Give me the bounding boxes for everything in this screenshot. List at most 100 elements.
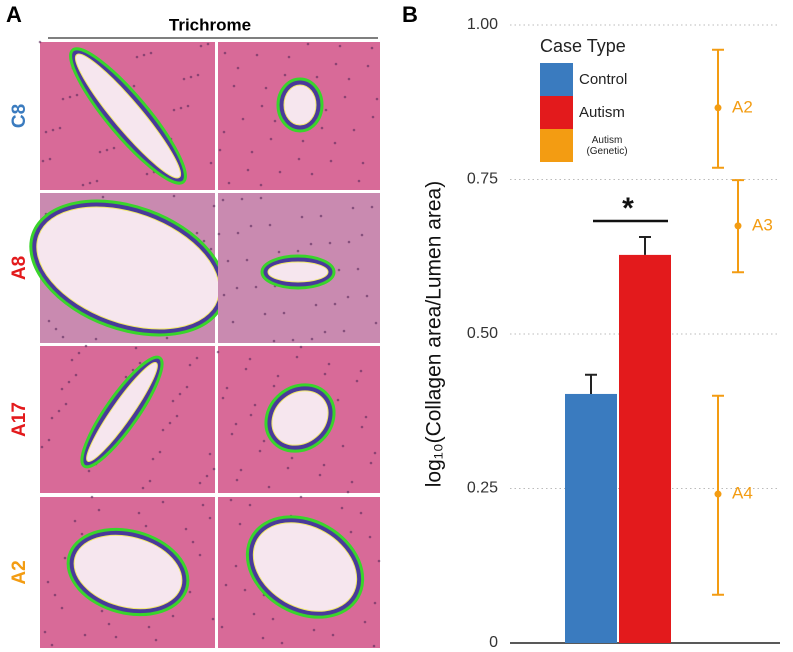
nucleus bbox=[206, 42, 210, 46]
nucleus bbox=[254, 285, 258, 289]
error-bar bbox=[639, 235, 651, 255]
nucleus bbox=[195, 356, 199, 360]
nucleus bbox=[64, 402, 68, 406]
nucleus bbox=[142, 53, 146, 57]
nucleus bbox=[272, 339, 276, 343]
point-label: A2 bbox=[732, 97, 753, 116]
nucleus bbox=[296, 249, 300, 253]
y-tick-label: 0.75 bbox=[467, 171, 498, 188]
nucleus bbox=[63, 556, 67, 560]
nucleus bbox=[112, 146, 116, 150]
nucleus bbox=[46, 580, 50, 584]
nucleus bbox=[361, 161, 365, 165]
nucleus bbox=[138, 361, 142, 365]
row-label: A8 bbox=[9, 256, 30, 280]
nucleus bbox=[198, 553, 202, 557]
nucleus bbox=[347, 77, 351, 81]
nucleus bbox=[371, 115, 375, 119]
y-tick-label: 0.50 bbox=[467, 325, 498, 342]
row-label: A17 bbox=[9, 402, 30, 437]
nucleus bbox=[372, 644, 376, 648]
nucleus bbox=[322, 463, 326, 467]
nucleus bbox=[171, 399, 175, 403]
nucleus bbox=[232, 84, 236, 88]
nucleus bbox=[95, 179, 99, 183]
nucleus bbox=[175, 414, 179, 418]
nucleus bbox=[286, 466, 290, 470]
nucleus bbox=[369, 461, 373, 465]
y-tick-label: 0 bbox=[489, 634, 498, 651]
nucleus bbox=[97, 508, 101, 512]
legend-label: Autism bbox=[579, 104, 625, 121]
nucleus bbox=[201, 503, 205, 507]
nucleus bbox=[227, 181, 231, 185]
nucleus bbox=[172, 108, 176, 112]
nucleus bbox=[315, 75, 319, 79]
nucleus bbox=[235, 478, 239, 482]
lumen bbox=[271, 390, 329, 446]
nucleus bbox=[168, 421, 172, 425]
nucleus bbox=[261, 636, 265, 640]
nucleus bbox=[236, 66, 240, 70]
nucleus bbox=[259, 196, 263, 200]
nucleus bbox=[331, 633, 335, 637]
nucleus bbox=[208, 516, 212, 520]
nucleus bbox=[220, 625, 224, 629]
nucleus bbox=[365, 294, 369, 298]
nucleus bbox=[234, 422, 238, 426]
nucleus bbox=[373, 601, 377, 605]
panel-label: B bbox=[402, 2, 418, 27]
nucleus bbox=[342, 329, 346, 333]
micrograph bbox=[218, 42, 380, 190]
nucleus bbox=[263, 312, 267, 316]
nucleus bbox=[278, 170, 282, 174]
nucleus bbox=[236, 231, 240, 235]
nucleus bbox=[283, 73, 287, 77]
nucleus bbox=[268, 223, 272, 227]
nucleus bbox=[131, 368, 135, 372]
nucleus bbox=[246, 168, 250, 172]
nucleus bbox=[221, 396, 225, 400]
nucleus bbox=[40, 445, 44, 449]
nucleus bbox=[101, 195, 105, 199]
nucleus bbox=[209, 161, 213, 165]
nucleus bbox=[57, 409, 61, 413]
nucleus bbox=[346, 490, 350, 494]
nucleus bbox=[223, 51, 227, 55]
nucleus bbox=[287, 55, 291, 59]
nucleus bbox=[333, 141, 337, 145]
nucleus bbox=[299, 345, 303, 349]
nucleus bbox=[161, 428, 165, 432]
nucleus bbox=[258, 449, 262, 453]
nucleus bbox=[61, 335, 65, 339]
nucleus bbox=[299, 495, 303, 499]
nucleus bbox=[349, 530, 353, 534]
point-label: A3 bbox=[752, 215, 773, 234]
lumen bbox=[74, 53, 182, 179]
nucleus bbox=[41, 159, 45, 163]
nucleus bbox=[290, 456, 294, 460]
nucleus bbox=[346, 295, 350, 299]
mean-point bbox=[714, 104, 722, 112]
nucleus bbox=[81, 183, 85, 187]
nucleus bbox=[357, 179, 361, 183]
nucleus bbox=[355, 379, 359, 383]
nucleus bbox=[38, 40, 42, 44]
nucleus bbox=[198, 481, 202, 485]
lumen bbox=[283, 84, 317, 126]
nucleus bbox=[158, 450, 162, 454]
nucleus bbox=[239, 468, 243, 472]
nucleus bbox=[70, 358, 74, 362]
bar bbox=[619, 254, 671, 643]
nucleus bbox=[262, 439, 266, 443]
nucleus bbox=[226, 259, 230, 263]
nucleus bbox=[221, 198, 225, 202]
nucleus bbox=[318, 473, 322, 477]
nucleus bbox=[48, 157, 52, 161]
nucleus bbox=[231, 320, 235, 324]
nucleus bbox=[377, 559, 381, 563]
nucleus bbox=[323, 330, 327, 334]
mean-point bbox=[714, 490, 722, 498]
nucleus bbox=[137, 511, 141, 515]
